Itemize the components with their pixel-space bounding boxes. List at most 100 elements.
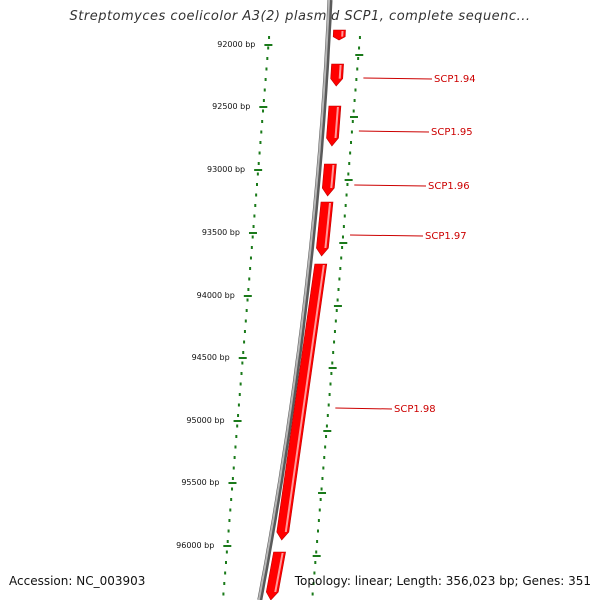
sequence-summary: Topology: linear; Length: 356,023 bp; Ge… xyxy=(294,574,591,588)
ruler-dot xyxy=(247,288,250,291)
ruler-dot xyxy=(259,141,262,144)
ruler-major-tick xyxy=(248,232,257,234)
ruler-dot xyxy=(255,193,258,197)
ruler-dot xyxy=(228,519,231,522)
ruler-dot xyxy=(263,88,266,92)
ruler-dot xyxy=(330,372,333,375)
position-label: 96000 bp xyxy=(176,541,214,550)
position-labels: 92000 bp 92500 bp 93000 bp 93500 bp 94000 bp… xyxy=(176,40,255,550)
position-label: 94000 bp xyxy=(197,291,235,300)
ruler-dot xyxy=(343,214,346,218)
ruler-dot xyxy=(338,277,341,281)
gene-arrow-highlight xyxy=(341,31,344,37)
ruler-dot xyxy=(234,445,237,449)
ruler-dot xyxy=(229,508,232,512)
ruler-dot xyxy=(323,456,326,459)
gene-label: SCP1.98 xyxy=(394,404,436,415)
ruler-major-tick xyxy=(259,106,268,108)
ruler-major-tick xyxy=(233,420,242,422)
ruler-dot xyxy=(322,466,325,470)
ruler-dot xyxy=(236,424,239,428)
ruler-dot xyxy=(327,403,330,407)
ruler-dot xyxy=(238,393,241,396)
ruler-dot xyxy=(231,487,234,491)
ruler-dot xyxy=(350,130,353,134)
ruler-dot xyxy=(252,225,255,228)
ruler-dot xyxy=(312,582,315,585)
ruler-dot xyxy=(311,592,314,596)
ruler-dot xyxy=(317,519,320,522)
ruler-dot xyxy=(326,414,329,417)
ruler-dot xyxy=(233,456,236,459)
gene-arrow-highlight xyxy=(284,265,325,532)
ruler-dot xyxy=(266,57,269,60)
ruler-dot xyxy=(347,172,350,176)
ruler-dot xyxy=(250,246,253,249)
ruler-dot xyxy=(325,435,328,438)
ruler-dot xyxy=(350,141,353,144)
ruler-dot xyxy=(318,508,321,512)
ruler-major-tick xyxy=(243,295,252,297)
ruler-dot xyxy=(255,183,258,186)
ruler-dot xyxy=(351,120,354,123)
gene-label: SCP1.97 xyxy=(425,231,467,242)
gene-arrow xyxy=(276,263,328,541)
left-ruler-dots xyxy=(222,36,273,596)
ruler-dot xyxy=(346,183,349,186)
ruler-dot xyxy=(226,540,229,543)
gene-leader-line xyxy=(354,184,427,187)
gene-leader-line xyxy=(335,407,393,410)
ruler-major-tick xyxy=(238,357,247,359)
ruler-dot xyxy=(358,46,361,50)
ruler-dot xyxy=(357,57,360,60)
position-label: 95500 bp xyxy=(181,478,219,487)
ruler-major-tick xyxy=(344,179,353,181)
ruler-dot xyxy=(314,561,317,564)
ruler-dot xyxy=(342,225,345,228)
gene-arrow-highlight xyxy=(274,553,284,592)
ruler-dot xyxy=(313,571,316,575)
ruler-dot xyxy=(253,214,256,218)
ruler-major-tick xyxy=(318,492,327,494)
ruler-dot xyxy=(358,36,361,39)
gene-label: SCP1.95 xyxy=(431,127,473,138)
ruler-dot xyxy=(329,382,332,386)
ruler-dot xyxy=(332,351,335,354)
ruler-dot xyxy=(335,309,338,312)
ruler-major-tick xyxy=(223,545,232,547)
ruler-dot xyxy=(319,498,322,501)
ruler-dot xyxy=(334,319,337,323)
ruler-dot xyxy=(258,151,261,155)
ruler-dot xyxy=(328,393,331,396)
ruler-dot xyxy=(340,256,343,260)
ruler-dot xyxy=(242,351,245,354)
position-label: 94500 bp xyxy=(192,353,230,362)
gene-arrow xyxy=(326,105,342,147)
map-title: Streptomyces coelicolor A3(2) plasmid SC… xyxy=(69,9,531,24)
ruler-major-tick xyxy=(355,54,364,56)
ruler-major-tick xyxy=(328,367,337,369)
ruler-dot xyxy=(237,403,240,407)
ruler-dot xyxy=(345,193,348,197)
ruler-dot xyxy=(352,109,355,113)
ruler-dot xyxy=(262,99,265,102)
position-label: 95000 bp xyxy=(186,416,224,425)
gene-arrow-highlight xyxy=(334,107,339,138)
ruler-dot xyxy=(354,88,357,92)
gene-arrow-highlight xyxy=(330,165,335,188)
ruler-major-tick xyxy=(323,430,332,432)
ruler-dot xyxy=(265,67,268,71)
ruler-dot xyxy=(315,550,318,554)
ruler-dot xyxy=(341,246,344,249)
ruler-major-tick xyxy=(312,555,321,557)
gene-arrow xyxy=(321,163,337,197)
gene-arrow xyxy=(332,29,346,41)
ruler-dot xyxy=(339,267,342,270)
ruler-dot xyxy=(249,267,252,270)
ruler-dot xyxy=(261,120,264,123)
ruler-dot xyxy=(257,162,260,165)
ruler-dot xyxy=(240,372,243,375)
ruler-dot xyxy=(224,561,227,564)
ruler-dot xyxy=(331,361,334,365)
gene-arrow xyxy=(330,63,344,87)
